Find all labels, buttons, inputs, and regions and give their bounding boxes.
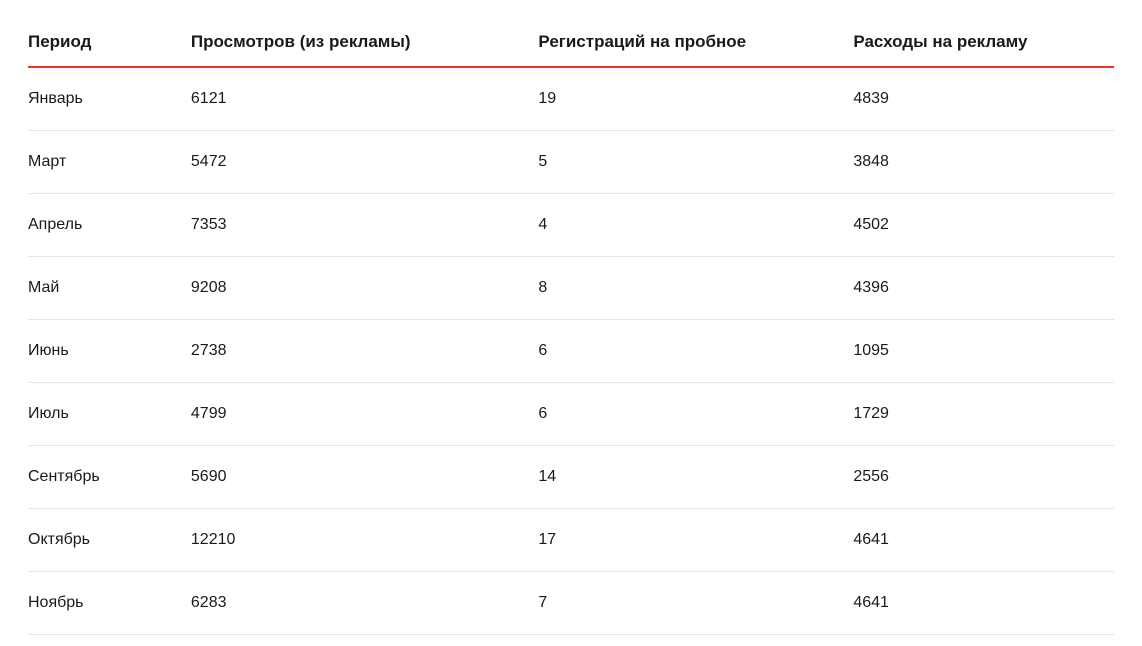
- column-header-views: Просмотров (из рекламы): [191, 20, 539, 67]
- cell-spend: 2556: [853, 446, 1114, 509]
- cell-spend: 4502: [853, 194, 1114, 257]
- cell-views: 12210: [191, 509, 539, 572]
- cell-registrations: 5: [538, 131, 853, 194]
- cell-registrations: 19: [538, 67, 853, 131]
- column-header-registrations: Регистраций на пробное: [538, 20, 853, 67]
- table-row: Июнь 2738 6 1095: [28, 320, 1114, 383]
- cell-period: Апрель: [28, 194, 191, 257]
- table-row: Ноябрь 6283 7 4641: [28, 572, 1114, 635]
- cell-period: Июль: [28, 383, 191, 446]
- cell-spend: 4839: [853, 67, 1114, 131]
- cell-period: Октябрь: [28, 509, 191, 572]
- table-row: Апрель 7353 4 4502: [28, 194, 1114, 257]
- cell-views: 6121: [191, 67, 539, 131]
- cell-views: 5472: [191, 131, 539, 194]
- cell-views: 5690: [191, 446, 539, 509]
- table-row: Март 5472 5 3848: [28, 131, 1114, 194]
- cell-spend: 1095: [853, 320, 1114, 383]
- cell-period: Январь: [28, 67, 191, 131]
- cell-registrations: 14: [538, 446, 853, 509]
- cell-registrations: 6: [538, 383, 853, 446]
- cell-registrations: 8: [538, 257, 853, 320]
- cell-spend: 3848: [853, 131, 1114, 194]
- cell-spend: 4641: [853, 509, 1114, 572]
- cell-views: 7353: [191, 194, 539, 257]
- cell-views: 9208: [191, 257, 539, 320]
- cell-views: 2738: [191, 320, 539, 383]
- cell-spend: 4396: [853, 257, 1114, 320]
- cell-spend: 1729: [853, 383, 1114, 446]
- cell-period: Ноябрь: [28, 572, 191, 635]
- cell-registrations: 17: [538, 509, 853, 572]
- table-header-row: Период Просмотров (из рекламы) Регистрац…: [28, 20, 1114, 67]
- cell-period: Май: [28, 257, 191, 320]
- cell-spend: 4641: [853, 572, 1114, 635]
- cell-period: Март: [28, 131, 191, 194]
- cell-registrations: 7: [538, 572, 853, 635]
- column-header-period: Период: [28, 20, 191, 67]
- column-header-spend: Расходы на рекламу: [853, 20, 1114, 67]
- cell-views: 6283: [191, 572, 539, 635]
- cell-views: 4799: [191, 383, 539, 446]
- table-row: Июль 4799 6 1729: [28, 383, 1114, 446]
- table-row: Январь 6121 19 4839: [28, 67, 1114, 131]
- cell-registrations: 4: [538, 194, 853, 257]
- table-row: Октябрь 12210 17 4641: [28, 509, 1114, 572]
- cell-period: Июнь: [28, 320, 191, 383]
- advertising-stats-table: Период Просмотров (из рекламы) Регистрац…: [28, 20, 1114, 635]
- cell-registrations: 6: [538, 320, 853, 383]
- table-row: Май 9208 8 4396: [28, 257, 1114, 320]
- table-row: Сентябрь 5690 14 2556: [28, 446, 1114, 509]
- cell-period: Сентябрь: [28, 446, 191, 509]
